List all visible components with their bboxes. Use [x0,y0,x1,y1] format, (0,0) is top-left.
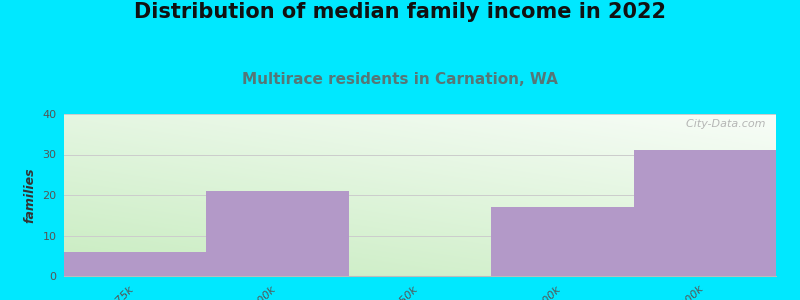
Bar [206,191,349,276]
Y-axis label: families: families [24,167,37,223]
Text: Distribution of median family income in 2022: Distribution of median family income in … [134,2,666,22]
Bar [634,150,776,276]
Bar [64,252,206,276]
Bar [491,207,634,276]
Text: Multirace residents in Carnation, WA: Multirace residents in Carnation, WA [242,72,558,87]
Text: City-Data.com: City-Data.com [679,119,766,129]
